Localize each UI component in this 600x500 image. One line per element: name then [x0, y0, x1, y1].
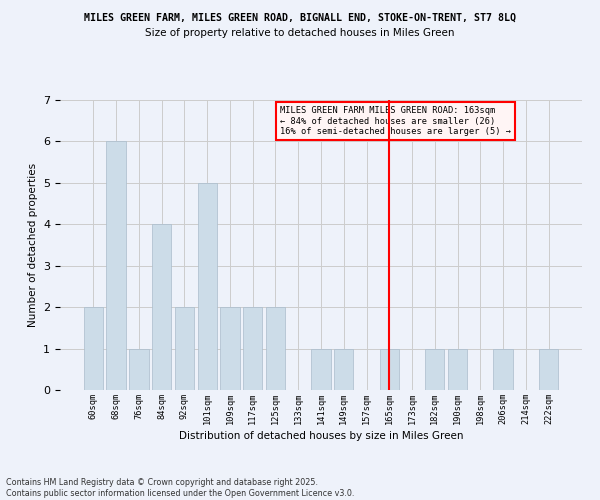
Bar [106, 142, 126, 390]
Bar [243, 307, 262, 390]
Bar [493, 348, 513, 390]
Bar [425, 348, 445, 390]
Bar [334, 348, 353, 390]
Text: MILES GREEN FARM MILES GREEN ROAD: 163sqm
← 84% of detached houses are smaller (: MILES GREEN FARM MILES GREEN ROAD: 163sq… [280, 106, 511, 136]
Bar [266, 307, 285, 390]
Y-axis label: Number of detached properties: Number of detached properties [28, 163, 38, 327]
Bar [311, 348, 331, 390]
Bar [380, 348, 399, 390]
Bar [448, 348, 467, 390]
Bar [175, 307, 194, 390]
Text: MILES GREEN FARM, MILES GREEN ROAD, BIGNALL END, STOKE-ON-TRENT, ST7 8LQ: MILES GREEN FARM, MILES GREEN ROAD, BIGN… [84, 12, 516, 22]
Bar [152, 224, 172, 390]
Text: Contains HM Land Registry data © Crown copyright and database right 2025.
Contai: Contains HM Land Registry data © Crown c… [6, 478, 355, 498]
Bar [220, 307, 239, 390]
Bar [539, 348, 558, 390]
Bar [84, 307, 103, 390]
Bar [197, 183, 217, 390]
Bar [129, 348, 149, 390]
Text: Size of property relative to detached houses in Miles Green: Size of property relative to detached ho… [145, 28, 455, 38]
X-axis label: Distribution of detached houses by size in Miles Green: Distribution of detached houses by size … [179, 431, 463, 441]
